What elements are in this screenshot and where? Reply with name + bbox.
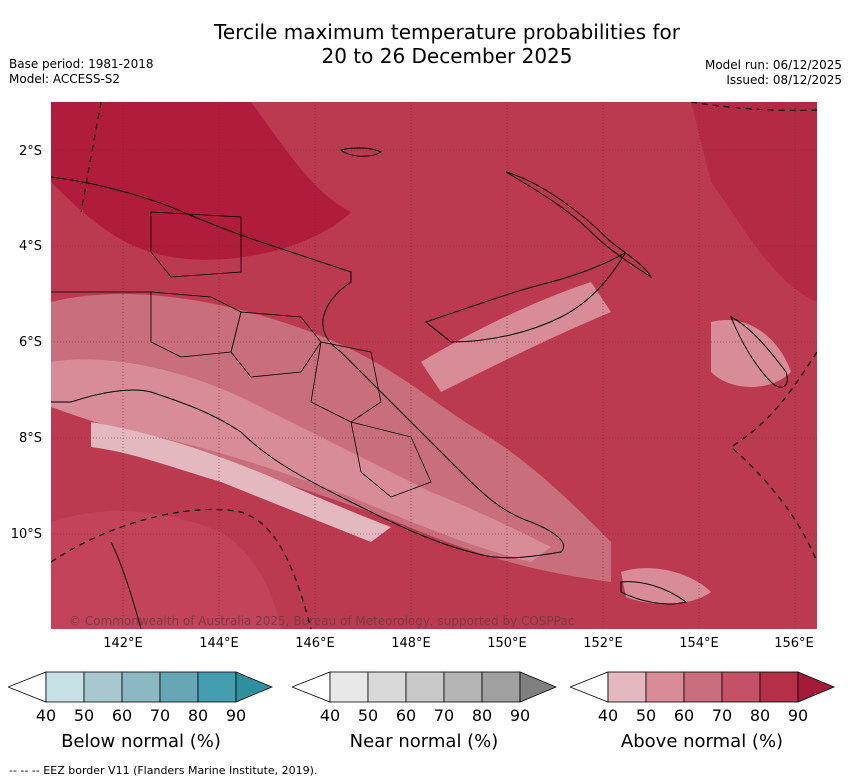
- coast-manus: [339, 147, 383, 157]
- coastlines: [51, 147, 788, 629]
- below-colorbar-cell-2: [83, 671, 123, 703]
- above-normal-label: Above normal (%): [620, 731, 784, 752]
- lon-label-154e: 154°E: [679, 636, 719, 651]
- above-colorbar-cell-5: [759, 671, 799, 703]
- coast-new-ireland: [505, 171, 653, 279]
- above-tick-80: 80: [749, 706, 771, 725]
- lon-label-144e: 144°E: [199, 636, 239, 651]
- near-tick-90: 90: [509, 706, 531, 725]
- eez-west: [80, 102, 102, 213]
- lon-label-152e: 152°E: [583, 636, 623, 651]
- near-tick-50: 50: [357, 706, 379, 725]
- near-tick-40: 40: [319, 706, 341, 725]
- below-tick-50: 50: [73, 706, 95, 725]
- below-tick-40: 40: [35, 706, 57, 725]
- title-line-1: Tercile maximum temperature probabilitie…: [214, 20, 680, 44]
- eez-australia: [51, 508, 312, 629]
- above-colorbar-cell-1: [607, 671, 647, 703]
- colorbar-below: [8, 671, 274, 703]
- copyright-notice: © Commonwealth of Australia 2025, Bureau…: [69, 614, 575, 628]
- lat-label-2s: 2°S: [18, 144, 42, 159]
- meta-left: Base period: 1981-2018 Model: ACCESS-S2: [9, 57, 154, 87]
- above-tick-90: 90: [787, 706, 809, 725]
- near-tick-80: 80: [471, 706, 493, 725]
- lon-label-148e: 148°E: [391, 636, 431, 651]
- above-tick-50: 50: [635, 706, 657, 725]
- map-layers: [51, 102, 817, 629]
- below-colorbar-cell-0: [8, 671, 47, 703]
- below-colorbar-cell-3: [121, 671, 161, 703]
- eez-borders: [51, 102, 817, 629]
- near-colorbar-cell-1: [329, 671, 369, 703]
- below-colorbar-cell-4: [159, 671, 199, 703]
- near-tick-60: 60: [395, 706, 417, 725]
- below-tick-60: 60: [111, 706, 133, 725]
- probability-map[interactable]: [51, 102, 817, 629]
- model-name: Model: ACCESS-S2: [9, 72, 121, 86]
- coast-new-guinea: [51, 176, 564, 559]
- base-period: Base period: 1981-2018: [9, 57, 154, 71]
- lon-label-142e: 142°E: [103, 636, 143, 651]
- coast-bougainville: [730, 315, 788, 388]
- below-tick-90: 90: [225, 706, 247, 725]
- coast-cape-york: [110, 541, 142, 629]
- lon-label-150e: 150°E: [487, 636, 527, 651]
- below-tick-70: 70: [149, 706, 171, 725]
- above-tick-40: 40: [597, 706, 619, 725]
- above-colorbar-cell-0: [570, 671, 609, 703]
- eez-footnote: -- -- -- EEZ border V11 (Flanders Marine…: [9, 764, 318, 777]
- below-colorbar-cell-5: [197, 671, 237, 703]
- above-colorbar-cell-3: [683, 671, 723, 703]
- near-colorbar-cell-5: [481, 671, 521, 703]
- lat-label-10s: 10°S: [10, 527, 42, 542]
- meta-right: Model run: 06/12/2025 Issued: 08/12/2025: [705, 58, 842, 88]
- eez-north-east: [690, 102, 817, 112]
- shade-newbritain: [421, 282, 611, 392]
- near-colorbar-cell-3: [405, 671, 445, 703]
- title-line-2: 20 to 26 December 2025: [321, 44, 573, 68]
- provincial-borders: [51, 211, 432, 498]
- lat-label-8s: 8°S: [18, 431, 42, 446]
- near-colorbar-cell-4: [443, 671, 483, 703]
- colorbar-above: [570, 671, 836, 703]
- shade-sw: [51, 511, 281, 629]
- shade-lower-band: [51, 359, 551, 562]
- above-colorbar-cell-2: [645, 671, 685, 703]
- graticule: [51, 102, 817, 629]
- lat-label-6s: 6°S: [18, 335, 42, 350]
- shade-se-islands: [621, 568, 711, 604]
- above-colorbar-cell-4: [721, 671, 761, 703]
- near-colorbar-cell-6: [519, 671, 558, 703]
- coast-new-britain: [424, 251, 627, 343]
- shade-high-ne: [691, 102, 817, 302]
- near-tick-70: 70: [433, 706, 455, 725]
- model-run: Model run: 06/12/2025: [704, 58, 842, 72]
- near-normal-label: Near normal (%): [349, 731, 499, 752]
- lon-label-156e: 156°E: [774, 636, 814, 651]
- coast-rossel: [620, 581, 688, 605]
- issued-date: Issued: 08/12/2025: [726, 73, 842, 87]
- below-colorbar-cell-1: [45, 671, 85, 703]
- below-tick-80: 80: [187, 706, 209, 725]
- near-colorbar-cell-2: [367, 671, 407, 703]
- shade-high-north: [51, 102, 351, 260]
- colorbar-near: [292, 671, 558, 703]
- eez-solomons: [729, 351, 817, 563]
- above-tick-70: 70: [711, 706, 733, 725]
- above-colorbar-cell-6: [797, 671, 836, 703]
- below-colorbar-cell-6: [235, 671, 274, 703]
- above-tick-60: 60: [673, 706, 695, 725]
- below-normal-label: Below normal (%): [61, 731, 221, 752]
- lat-label-4s: 4°S: [18, 239, 42, 254]
- lon-label-146e: 146°E: [295, 636, 335, 651]
- shade-bougainville: [711, 320, 791, 387]
- map-title: Tercile maximum temperature probabilitie…: [0, 20, 850, 68]
- near-colorbar-cell-0: [292, 671, 331, 703]
- shade-lowest-band: [91, 422, 391, 542]
